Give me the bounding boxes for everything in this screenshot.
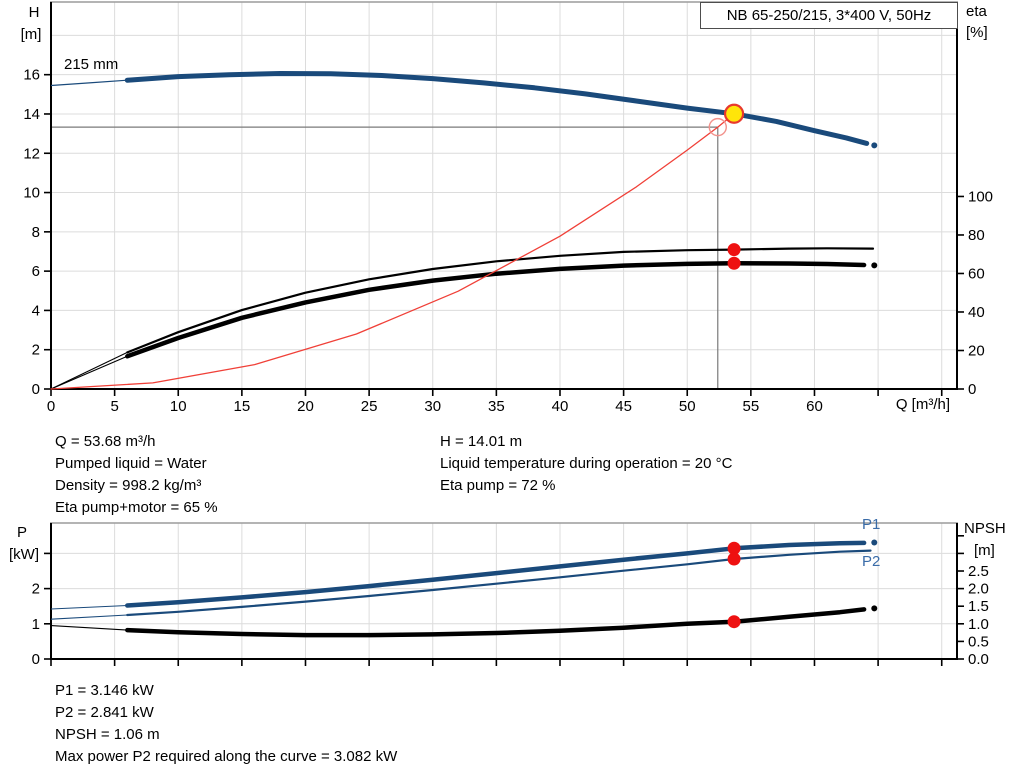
marker-p2-point <box>727 552 741 566</box>
curve-head-215mm <box>124 71 870 146</box>
curve-eta-pump-motor-thin <box>50 355 128 390</box>
pump-title-box: NB 65-250/215, 3*400 V, 50Hz <box>700 2 958 29</box>
p-axis-unit: [kW] <box>9 546 39 563</box>
y-tick-label: 2 <box>32 581 40 598</box>
y2-tick-label: 40 <box>968 304 985 321</box>
marker-eta-pump-motor-point <box>727 256 741 270</box>
x-tick-label: 60 <box>806 398 823 415</box>
curve-head-215mm-end-dot <box>871 142 878 149</box>
y2-tick-label: 0.0 <box>968 651 989 668</box>
p2-curve-label: P2 <box>862 553 881 570</box>
curve-head-215mm-thin <box>50 79 128 87</box>
y-tick-label: 0 <box>32 651 40 668</box>
info-max-p2: Max power P2 required along the curve = … <box>55 748 398 765</box>
curve-power-p2-thin <box>50 614 128 620</box>
y2-tick-label: 20 <box>968 342 985 359</box>
info-liquid: Pumped liquid = Water <box>55 455 207 472</box>
h-axis-unit: [m] <box>20 26 42 43</box>
info-eta-pump-motor: Eta pump+motor = 65 % <box>55 499 218 516</box>
x-tick-label: 25 <box>361 398 378 415</box>
curve-system-curve <box>50 113 735 390</box>
y2-tick-label: 60 <box>968 265 985 282</box>
curve-power-p1 <box>125 540 867 608</box>
y-tick-label: 14 <box>23 106 40 123</box>
p-axis-label: P <box>16 524 27 541</box>
y-tick-label: 16 <box>23 67 40 84</box>
marker-duty-point <box>723 103 745 124</box>
info-h: H = 14.01 m <box>440 433 523 450</box>
impeller-size-label: 215 mm <box>64 56 119 73</box>
marker-duty-request-circle <box>708 117 727 137</box>
curve-power-p1-end-dot <box>871 539 878 546</box>
marker-eta-pump-point <box>727 243 741 257</box>
y-tick-label: 0 <box>32 381 40 398</box>
curve-eta-pump-thin <box>50 351 128 390</box>
info-p2: P2 = 2.841 kW <box>55 704 154 721</box>
info-npsh: NPSH = 1.06 m <box>55 726 160 743</box>
x-tick-label: 55 <box>743 398 760 415</box>
y-tick-label: 8 <box>32 224 40 241</box>
y2-tick-label: 1.0 <box>968 616 989 633</box>
info-eta-pump: Eta pump = 72 % <box>440 477 556 494</box>
x-tick-label: 35 <box>488 398 505 415</box>
x-tick-label: 30 <box>424 398 441 415</box>
curve-npsh-thin <box>50 625 128 631</box>
curve-eta-pump <box>126 247 875 354</box>
y-tick-label: 12 <box>23 145 40 162</box>
x-tick-label: 50 <box>679 398 696 415</box>
x-tick-label: 20 <box>297 398 314 415</box>
y2-tick-label: 2.0 <box>968 581 989 598</box>
curve-npsh <box>125 607 867 638</box>
y-tick-label: 2 <box>32 342 40 359</box>
curve-power-p1-thin <box>50 604 128 610</box>
q-axis-label: Q [m³/h] <box>895 396 950 413</box>
h-axis-label: H <box>28 4 40 21</box>
curve-npsh-end-dot <box>871 605 878 612</box>
p1-curve-label: P1 <box>862 516 881 533</box>
npsh-axis-label: NPSH <box>964 520 1006 537</box>
y2-tick-label: 0 <box>968 381 976 398</box>
marker-npsh-point <box>727 615 741 629</box>
pump-title: NB 65-250/215, 3*400 V, 50Hz <box>726 7 932 24</box>
curve-eta-pump-motor-end-dot <box>871 262 878 269</box>
curve-eta-pump-motor <box>125 261 867 359</box>
x-tick-label: 10 <box>170 398 187 415</box>
curve-power-p2 <box>126 549 872 617</box>
x-tick-label: 40 <box>552 398 569 415</box>
info-p1: P1 = 3.146 kW <box>55 682 154 699</box>
info-q: Q = 53.68 m³/h <box>55 433 156 450</box>
y-tick-label: 10 <box>23 185 40 202</box>
eta-axis-unit: [%] <box>966 24 988 41</box>
y-tick-label: 6 <box>32 263 40 280</box>
info-density: Density = 998.2 kg/m³ <box>55 477 202 494</box>
y2-tick-label: 2.5 <box>968 563 989 580</box>
info-liquid-temp: Liquid temperature during operation = 20… <box>440 455 733 472</box>
marker-p1-point <box>727 541 741 555</box>
x-tick-label: 0 <box>47 398 55 415</box>
y-tick-label: 4 <box>32 302 40 319</box>
y2-tick-label: 100 <box>968 188 993 205</box>
y2-tick-label: 80 <box>968 227 985 244</box>
x-tick-label: 5 <box>110 398 118 415</box>
y-tick-label: 1 <box>32 616 40 633</box>
npsh-axis-unit: [m] <box>974 542 995 559</box>
x-tick-label: 45 <box>615 398 632 415</box>
eta-axis-label: eta <box>966 3 987 20</box>
y2-tick-label: 0.5 <box>968 633 989 650</box>
x-tick-label: 15 <box>234 398 251 415</box>
y2-tick-label: 1.5 <box>968 598 989 615</box>
